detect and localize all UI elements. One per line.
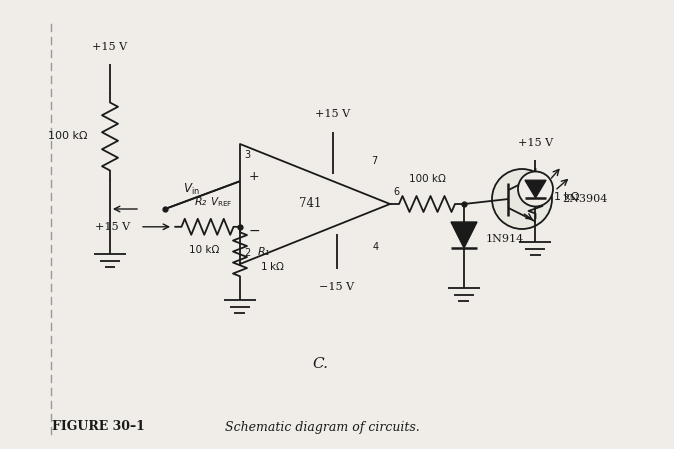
Circle shape: [518, 172, 553, 207]
Text: $V_\mathrm{in}$: $V_\mathrm{in}$: [183, 182, 200, 197]
Text: 3: 3: [244, 150, 250, 160]
Text: +15 V: +15 V: [92, 42, 127, 52]
Text: 1 k$\Omega$: 1 k$\Omega$: [553, 190, 580, 202]
Text: 10 kΩ: 10 kΩ: [189, 245, 220, 255]
Text: −15 V: −15 V: [319, 282, 355, 292]
Text: 741: 741: [299, 198, 321, 211]
Text: R₁: R₁: [258, 247, 270, 256]
Text: 1N914: 1N914: [486, 234, 524, 244]
Text: 2N3904: 2N3904: [562, 194, 607, 204]
Text: 6: 6: [393, 187, 399, 197]
Circle shape: [492, 169, 552, 229]
Text: 100 kΩ: 100 kΩ: [408, 174, 446, 184]
Polygon shape: [451, 222, 477, 248]
Polygon shape: [525, 180, 546, 198]
Text: −: −: [248, 224, 259, 238]
Text: C.: C.: [312, 357, 328, 371]
Text: Schematic diagram of circuits.: Schematic diagram of circuits.: [225, 421, 420, 433]
Text: +15 V: +15 V: [95, 222, 130, 232]
Text: 2: 2: [244, 248, 250, 258]
Text: $V_\mathrm{REF}$: $V_\mathrm{REF}$: [210, 195, 232, 209]
Text: 4: 4: [373, 242, 379, 252]
Text: 1 k$\Omega$: 1 k$\Omega$: [260, 260, 285, 273]
Text: +: +: [249, 171, 259, 184]
Text: FIGURE 30–1: FIGURE 30–1: [52, 421, 145, 433]
Text: R₂: R₂: [195, 197, 207, 207]
Text: 100 kΩ: 100 kΩ: [49, 131, 88, 141]
Text: +15 V: +15 V: [315, 109, 350, 119]
Text: 7: 7: [371, 156, 377, 166]
Text: +15 V: +15 V: [518, 137, 553, 148]
